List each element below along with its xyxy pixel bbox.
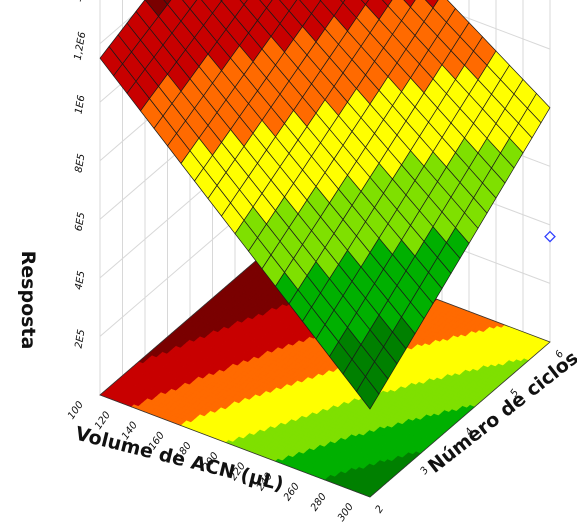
- x-tick-label: 260: [282, 481, 302, 503]
- surface-cell: [360, 0, 370, 5]
- experimental-points: [544, 230, 556, 243]
- z-tick-label: 2E5: [73, 329, 87, 350]
- z-tick-label: 1E6: [73, 94, 87, 115]
- z-axis-label: Resposta: [17, 251, 39, 350]
- x-tick-label: 100: [66, 400, 86, 422]
- response-surface: [99, 0, 551, 410]
- surface-cell: [239, 0, 248, 5]
- surface-cell: [340, 0, 346, 4]
- y-tick-label: 2: [374, 504, 387, 516]
- z-tick-label: 1,4E6: [73, 0, 89, 3]
- y-tick-label: 6: [554, 349, 567, 361]
- experimental-point: [544, 230, 556, 243]
- y-tick-label: 3: [419, 465, 432, 477]
- surface-cell: [163, 0, 172, 5]
- z-tick-label: 1,2E6: [73, 31, 89, 61]
- y-tick-label: 4: [464, 426, 477, 438]
- y-tick-label: 5: [509, 388, 522, 400]
- z-tick-label: 6E5: [73, 212, 87, 233]
- surface-cell: [356, 376, 380, 410]
- z-tick-label: 8E5: [73, 153, 87, 174]
- x-tick-label: 280: [309, 491, 329, 513]
- z-tick-label: 4E5: [73, 270, 87, 291]
- floor-border: [99, 239, 551, 498]
- x-tick-label: 300: [336, 502, 356, 524]
